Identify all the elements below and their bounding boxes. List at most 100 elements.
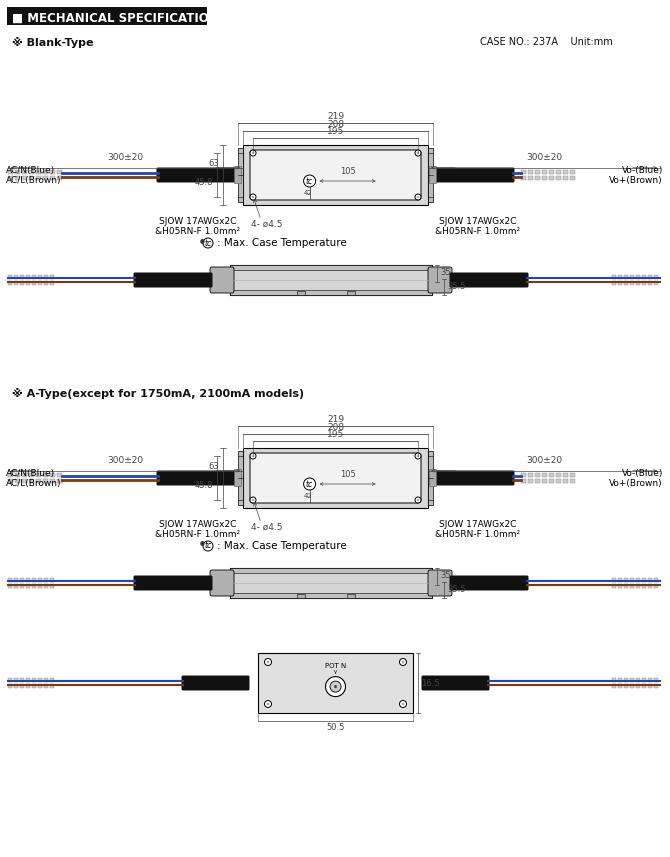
Bar: [14, 281, 18, 285]
Circle shape: [252, 499, 254, 501]
Bar: [32, 281, 36, 285]
Bar: [654, 275, 658, 279]
FancyBboxPatch shape: [157, 167, 239, 183]
Text: : Max. Case Temperature: : Max. Case Temperature: [217, 238, 347, 248]
Bar: [556, 479, 561, 483]
Bar: [535, 473, 540, 477]
Bar: [38, 578, 42, 582]
Bar: [648, 281, 652, 285]
Text: 63: 63: [208, 462, 219, 470]
Bar: [44, 584, 48, 588]
Bar: [15, 176, 20, 180]
Bar: [15, 473, 20, 477]
Bar: [535, 170, 540, 174]
Text: 208: 208: [327, 423, 344, 432]
Bar: [44, 678, 48, 682]
Bar: [50, 176, 55, 180]
Bar: [230, 290, 432, 295]
Bar: [20, 578, 24, 582]
FancyBboxPatch shape: [431, 167, 515, 183]
Bar: [32, 584, 36, 588]
Text: &H05RN-F 1.0mm²: &H05RN-F 1.0mm²: [436, 530, 521, 539]
Bar: [238, 451, 243, 505]
Bar: [44, 684, 48, 688]
Bar: [642, 578, 646, 582]
Text: AC/L(Brown): AC/L(Brown): [6, 176, 62, 184]
Text: tc: tc: [306, 480, 314, 488]
Bar: [636, 578, 640, 582]
Circle shape: [304, 175, 316, 187]
Bar: [32, 578, 36, 582]
Bar: [8, 678, 12, 682]
Bar: [44, 578, 48, 582]
Bar: [636, 275, 640, 279]
FancyBboxPatch shape: [450, 273, 529, 287]
Bar: [230, 568, 432, 598]
Circle shape: [203, 238, 213, 248]
Text: 42: 42: [304, 493, 312, 499]
FancyBboxPatch shape: [431, 470, 515, 486]
Bar: [297, 291, 305, 295]
Text: Vo+(Brown): Vo+(Brown): [610, 176, 663, 184]
Bar: [7, 7, 207, 25]
Bar: [8, 578, 12, 582]
Bar: [230, 568, 432, 573]
Bar: [528, 176, 533, 180]
Text: Vo-(Blue): Vo-(Blue): [622, 165, 663, 175]
Bar: [38, 584, 42, 588]
Bar: [521, 176, 526, 180]
Bar: [57, 473, 62, 477]
Bar: [654, 281, 658, 285]
Bar: [50, 281, 54, 285]
Text: 300±20: 300±20: [526, 153, 562, 162]
Bar: [26, 281, 30, 285]
Bar: [570, 473, 575, 477]
Bar: [243, 448, 428, 508]
Bar: [43, 479, 48, 483]
Circle shape: [415, 194, 421, 200]
Bar: [230, 265, 432, 295]
Bar: [630, 584, 634, 588]
Text: SJOW 17AWGx2C: SJOW 17AWGx2C: [440, 217, 517, 226]
Text: 195: 195: [327, 127, 344, 136]
Circle shape: [415, 150, 421, 156]
Text: 50.5: 50.5: [326, 723, 344, 732]
Bar: [642, 684, 646, 688]
Bar: [243, 145, 428, 205]
Text: 35.5: 35.5: [447, 282, 466, 291]
Text: 63: 63: [208, 159, 219, 167]
Bar: [297, 594, 305, 598]
Text: 195: 195: [327, 430, 344, 439]
Bar: [624, 584, 628, 588]
Bar: [528, 479, 533, 483]
Bar: [521, 479, 526, 483]
Text: AC/N(Blue): AC/N(Blue): [6, 165, 55, 175]
Text: 35.5: 35.5: [447, 585, 466, 594]
Bar: [14, 678, 18, 682]
Text: AC/L(Brown): AC/L(Brown): [6, 478, 62, 488]
FancyBboxPatch shape: [428, 570, 452, 596]
Bar: [542, 479, 547, 483]
Bar: [535, 479, 540, 483]
Bar: [556, 176, 561, 180]
Bar: [14, 578, 18, 582]
Bar: [230, 593, 432, 598]
Bar: [630, 684, 634, 688]
Bar: [15, 479, 20, 483]
Bar: [50, 275, 54, 279]
Bar: [14, 275, 18, 279]
Bar: [8, 473, 13, 477]
Bar: [642, 275, 646, 279]
FancyBboxPatch shape: [429, 166, 436, 183]
Bar: [624, 678, 628, 682]
Circle shape: [417, 455, 419, 457]
Bar: [636, 678, 640, 682]
Bar: [528, 170, 533, 174]
Circle shape: [401, 703, 405, 705]
Circle shape: [417, 195, 419, 198]
Bar: [636, 684, 640, 688]
FancyBboxPatch shape: [250, 150, 421, 200]
Bar: [26, 275, 30, 279]
Bar: [8, 170, 13, 174]
Bar: [549, 479, 554, 483]
